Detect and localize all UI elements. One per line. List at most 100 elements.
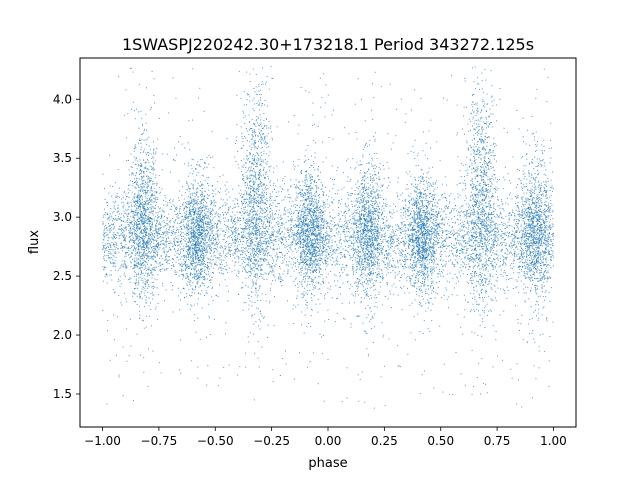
data-point bbox=[503, 176, 505, 178]
data-point bbox=[194, 247, 196, 249]
data-point bbox=[135, 278, 137, 280]
data-point bbox=[351, 204, 353, 205]
data-point bbox=[512, 233, 513, 235]
data-point bbox=[171, 233, 173, 235]
data-point bbox=[255, 234, 256, 236]
data-point bbox=[110, 223, 112, 225]
data-point bbox=[392, 232, 394, 234]
data-point bbox=[251, 216, 253, 218]
data-point bbox=[358, 279, 360, 281]
data-point bbox=[471, 235, 473, 237]
data-point bbox=[460, 229, 462, 231]
data-point bbox=[168, 242, 169, 244]
data-point bbox=[377, 203, 379, 205]
data-point bbox=[243, 213, 245, 215]
data-point bbox=[513, 258, 515, 260]
data-point bbox=[404, 224, 405, 226]
data-point bbox=[105, 228, 107, 230]
data-point bbox=[253, 248, 255, 249]
data-point bbox=[133, 220, 135, 222]
data-point bbox=[365, 266, 367, 268]
data-point bbox=[441, 263, 442, 265]
data-point bbox=[313, 201, 315, 203]
data-point bbox=[281, 217, 283, 219]
data-point bbox=[209, 275, 211, 277]
data-point bbox=[445, 241, 447, 243]
data-point bbox=[430, 192, 431, 194]
data-point bbox=[216, 232, 218, 234]
data-point bbox=[405, 200, 407, 202]
data-point bbox=[157, 243, 159, 245]
data-point bbox=[414, 212, 416, 213]
data-point bbox=[211, 249, 213, 251]
data-point bbox=[337, 193, 339, 195]
data-point bbox=[231, 243, 233, 245]
data-point bbox=[411, 270, 413, 272]
data-point bbox=[474, 210, 475, 212]
data-point bbox=[476, 188, 478, 190]
data-point bbox=[180, 241, 182, 242]
data-point bbox=[441, 237, 443, 239]
data-point bbox=[486, 250, 488, 252]
data-point bbox=[189, 215, 191, 217]
data-point bbox=[522, 233, 524, 235]
data-point bbox=[522, 217, 524, 219]
data-point bbox=[227, 290, 229, 292]
data-point bbox=[490, 207, 492, 209]
data-point bbox=[322, 193, 324, 195]
data-point bbox=[524, 212, 526, 214]
data-point bbox=[552, 244, 553, 246]
data-point bbox=[326, 276, 327, 278]
data-point bbox=[356, 240, 358, 242]
data-point bbox=[374, 173, 376, 175]
data-point bbox=[326, 239, 328, 241]
data-point bbox=[183, 247, 185, 249]
data-point bbox=[331, 217, 333, 219]
data-point bbox=[123, 234, 125, 236]
data-point bbox=[307, 243, 309, 245]
data-point bbox=[215, 242, 217, 244]
data-point bbox=[445, 230, 447, 232]
data-point bbox=[522, 262, 524, 264]
data-point bbox=[433, 220, 435, 222]
data-point bbox=[457, 255, 458, 257]
data-point bbox=[179, 270, 181, 271]
data-point bbox=[224, 248, 226, 250]
data-point bbox=[451, 210, 453, 212]
data-point bbox=[166, 251, 168, 253]
data-point bbox=[401, 252, 403, 254]
data-point bbox=[466, 232, 468, 234]
data-point bbox=[451, 294, 453, 296]
data-point bbox=[270, 233, 272, 235]
data-point bbox=[182, 239, 184, 240]
data-point bbox=[366, 208, 368, 210]
data-point bbox=[285, 228, 287, 230]
data-point bbox=[329, 234, 331, 236]
data-point bbox=[152, 256, 154, 258]
data-point bbox=[239, 195, 241, 197]
data-point bbox=[489, 250, 491, 252]
data-point bbox=[445, 229, 447, 231]
data-point bbox=[272, 270, 274, 272]
data-point bbox=[442, 241, 443, 243]
data-point bbox=[393, 250, 395, 251]
data-point bbox=[269, 239, 271, 241]
data-point bbox=[454, 198, 456, 200]
data-point bbox=[454, 273, 456, 275]
data-point bbox=[363, 254, 365, 256]
data-point bbox=[257, 245, 258, 247]
data-point bbox=[212, 208, 213, 210]
data-point bbox=[410, 200, 412, 202]
data-point bbox=[515, 196, 516, 198]
data-point bbox=[533, 226, 535, 228]
data-point bbox=[365, 249, 367, 251]
data-point bbox=[364, 203, 366, 205]
data-point bbox=[271, 267, 273, 269]
data-point bbox=[496, 227, 498, 229]
data-point bbox=[514, 243, 516, 245]
data-point bbox=[495, 228, 497, 230]
data-point bbox=[387, 254, 389, 256]
data-point bbox=[415, 237, 417, 239]
data-point bbox=[332, 188, 334, 190]
data-point bbox=[335, 250, 337, 252]
